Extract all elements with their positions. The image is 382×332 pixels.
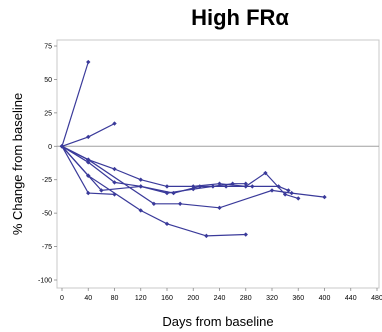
x-tick-label: 200 [187,295,199,302]
y-axis-label: % Change from baseline [10,93,25,235]
chart-title: High FRα [191,5,289,30]
x-tick-label: 480 [371,295,382,302]
x-tick-label: 240 [214,295,226,302]
x-tick-label: 0 [60,295,64,302]
x-tick-label: 160 [161,295,173,302]
data-point [296,196,301,201]
data-point [86,59,91,65]
y-tick-label: 0 [48,144,52,151]
series-group [59,59,327,239]
x-tick-label: 40 [84,295,92,302]
data-point [171,190,176,196]
data-point [322,194,327,200]
data-point [204,233,209,239]
data-point [86,190,91,196]
series-line-8 [61,145,289,194]
data-point [289,190,294,196]
x-tick-label: 80 [111,295,119,302]
data-point [250,184,255,189]
data-point [223,184,229,189]
series-line-5 [61,145,325,209]
data-point [217,205,222,210]
x-tick-label: 280 [240,295,252,302]
data-point [263,170,268,176]
data-point [197,184,203,189]
data-point [99,188,104,193]
y-axis: 75 50 25 0 -25 -50 -75 -100 [38,44,57,285]
y-tick-label: 25 [44,110,52,117]
data-point [86,173,91,178]
y-tick-label: -25 [42,177,52,184]
data-point [282,192,288,197]
plot-frame [56,39,380,289]
x-tick-label: 320 [266,295,278,302]
x-tick-label: 360 [292,295,304,302]
data-point [112,121,117,126]
data-point [217,181,222,186]
data-point [86,134,91,140]
data-point [243,181,248,186]
data-point [59,144,65,149]
series-line-1 [61,61,89,147]
y-tick-label: 75 [44,44,52,51]
data-point [164,221,170,227]
x-axis: 0 40 80 120 160 200 240 280 320 360 400 440 480 [60,288,382,302]
y-tick-label: -100 [38,278,52,285]
x-tick-label: 120 [135,295,147,302]
data-point [230,181,235,186]
data-point [112,180,117,185]
x-tick-label: 400 [319,295,331,302]
data-point [269,188,275,193]
data-point [112,166,117,172]
data-point [243,232,248,237]
x-tick-label: 440 [345,295,357,302]
data-point [164,184,170,189]
data-point [138,208,143,213]
data-point [151,201,157,206]
y-tick-label: -75 [42,244,52,251]
data-point [191,184,196,189]
data-point [177,201,183,206]
data-point [86,160,91,165]
data-point [138,184,143,189]
data-point [276,184,281,189]
data-point [138,177,143,182]
x-axis-label: Days from baseline [162,314,273,329]
data-point [86,157,91,162]
data-point [286,188,291,193]
y-tick-label: -50 [42,211,52,218]
y-tick-label: 50 [44,77,52,84]
